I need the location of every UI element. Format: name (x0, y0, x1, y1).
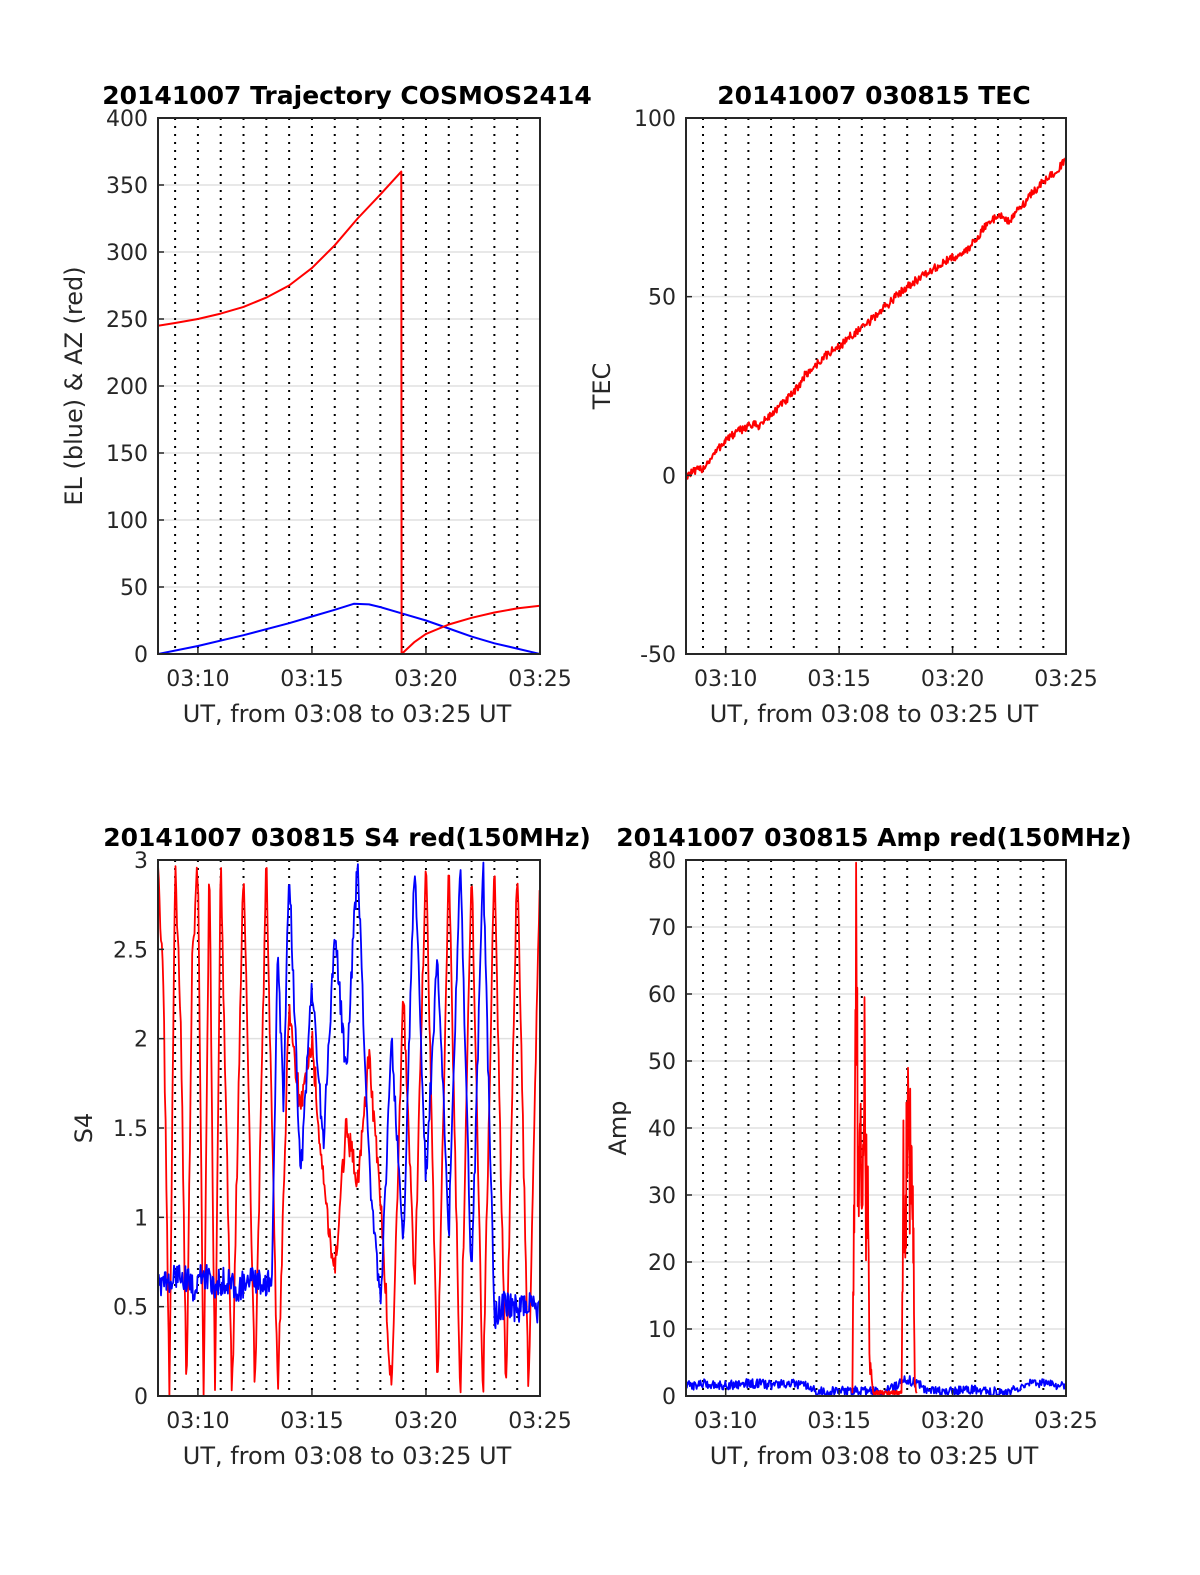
y-tick-label: 30 (648, 1184, 676, 1209)
y-tick-label: 1.5 (113, 1117, 148, 1142)
chart-title: 20141007 030815 TEC (717, 81, 1030, 110)
y-axis-label: EL (blue) & AZ (red) (60, 266, 88, 505)
series-group (686, 157, 1066, 480)
y-tick-label: 150 (106, 442, 148, 467)
y-axis-label: S4 (70, 1113, 98, 1144)
y-tick-label: 350 (106, 174, 148, 199)
x-tick-label: 03:10 (694, 1409, 757, 1434)
x-tick-label: 03:25 (508, 667, 571, 692)
y-tick-label: 0 (662, 1385, 676, 1410)
series-line-blue (158, 861, 540, 1330)
x-axis-label: UT, from 03:08 to 03:25 UT (710, 700, 1039, 728)
y-tick-label: 1 (134, 1206, 148, 1231)
y-tick-label: 100 (106, 509, 148, 534)
y-tick-label: 250 (106, 308, 148, 333)
series-group (686, 861, 1066, 1396)
x-tick-label: 03:20 (921, 1409, 984, 1434)
y-tick-label: 300 (106, 241, 148, 266)
x-tick-label: 03:15 (807, 667, 870, 692)
y-tick-label: 70 (648, 916, 676, 941)
x-tick-label: 03:25 (1034, 1409, 1097, 1434)
y-tick-label: 80 (648, 849, 676, 874)
y-axis-label: TEC (588, 363, 616, 411)
x-tick-label: 03:10 (694, 667, 757, 692)
plot-area (686, 118, 1066, 654)
series-line-red (851, 861, 918, 1396)
y-tick-label: 50 (648, 1050, 676, 1075)
y-tick-label: 10 (648, 1318, 676, 1343)
x-tick-label: 03:15 (280, 667, 343, 692)
y-tick-label: 2.5 (113, 938, 148, 963)
x-tick-label: 03:20 (921, 667, 984, 692)
series-group (158, 170, 540, 654)
y-tick-label: 0 (134, 1385, 148, 1410)
y-axis-label: Amp (604, 1100, 632, 1155)
y-tick-label: 100 (634, 107, 676, 132)
y-tick-label: 200 (106, 375, 148, 400)
y-tick-label: 50 (120, 576, 148, 601)
series-line-blue (158, 602, 540, 654)
x-tick-label: 03:25 (1034, 667, 1097, 692)
y-tick-label: 40 (648, 1117, 676, 1142)
y-tick-label: -50 (640, 643, 676, 668)
y-tick-label: 60 (648, 983, 676, 1008)
y-tick-label: 0.5 (113, 1296, 148, 1321)
series-line-red (686, 157, 1066, 480)
y-tick-label: 400 (106, 107, 148, 132)
tec-panel: -50 0 50 100 03:10 03:15 03:20 03:25 20141007 03… (588, 81, 1098, 728)
chart-title: 20141007 030815 S4 red(150MHz) (103, 823, 591, 852)
y-tick-label: 50 (648, 286, 676, 311)
x-axis-label: UT, from 03:08 to 03:25 UT (710, 1442, 1039, 1470)
y-tick-label: 0 (662, 464, 676, 489)
axes-box (685, 117, 1067, 655)
x-axis-label: UT, from 03:08 to 03:25 UT (183, 1442, 512, 1470)
x-tick-label: 03:15 (280, 1409, 343, 1434)
x-tick-label: 03:20 (394, 1409, 457, 1434)
x-tick-label: 03:20 (394, 667, 457, 692)
x-tick-label: 03:15 (807, 1409, 870, 1434)
x-axis-label: UT, from 03:08 to 03:25 UT (183, 700, 512, 728)
y-tick-label: 20 (648, 1251, 676, 1276)
y-tick-label: 0 (134, 643, 148, 668)
x-tick-label: 03:10 (166, 1409, 229, 1434)
chart-title: 20141007 Trajectory COSMOS2414 (102, 81, 592, 110)
s4-panel: 0 0.5 1 1.5 2 2.5 3 03:10 03:15 03:20 03:25 2014100… (70, 823, 591, 1470)
series-line-red (158, 170, 540, 654)
x-tick-label: 03:25 (508, 1409, 571, 1434)
amp-panel: 0 10 20 30 40 50 60 70 80 03:10 03:15 03:20 03:25 201… (604, 823, 1132, 1470)
series-group (158, 861, 540, 1396)
y-tick-label: 3 (134, 849, 148, 874)
series-line-blue (686, 1375, 1066, 1396)
y-tick-label: 2 (134, 1028, 148, 1053)
x-tick-label: 03:10 (166, 667, 229, 692)
trajectory-panel: 0 50 100 150 200 250 300 350 400 03:10 03:15 03:20 0… (60, 81, 592, 728)
chart-title: 20141007 030815 Amp red(150MHz) (616, 823, 1132, 852)
series-line-red (158, 865, 540, 1396)
